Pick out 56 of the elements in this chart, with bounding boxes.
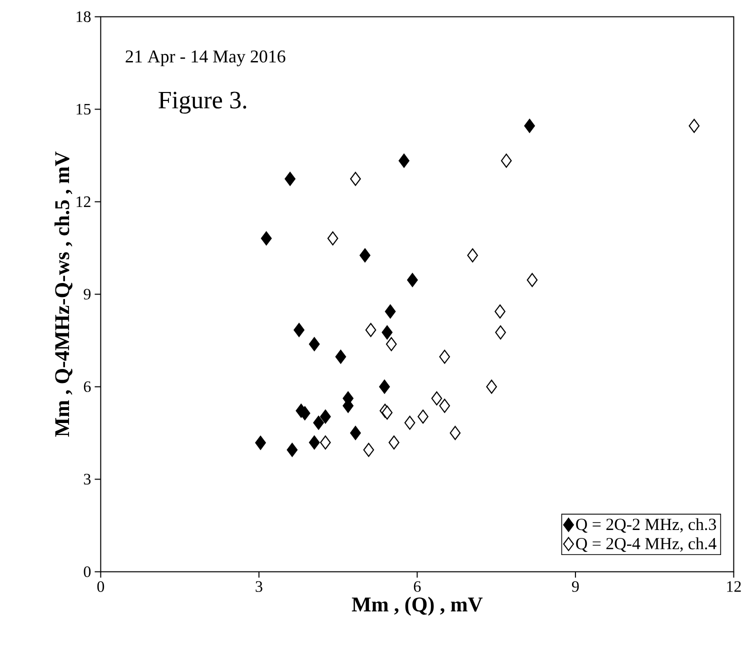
point [486, 380, 497, 394]
point [363, 442, 374, 457]
x-axis-title: Mm , (Q) , mV [352, 596, 483, 616]
y-tick-label: 6 [84, 381, 91, 392]
point [494, 304, 506, 318]
y-axis-title: Mm , Q-4MHz-Q-ws , ch.5 , mV [54, 151, 72, 437]
point [418, 410, 428, 424]
point [500, 154, 512, 168]
point [407, 272, 418, 288]
point [327, 231, 338, 246]
point [308, 435, 320, 450]
legend-label: Q = 2Q-4 MHz, ch.4 [576, 537, 716, 552]
point [365, 322, 376, 337]
point [294, 322, 304, 337]
point [526, 272, 538, 288]
point [284, 172, 296, 186]
point [313, 416, 324, 430]
point [450, 426, 461, 440]
x-tick-label: 9 [572, 581, 579, 592]
point [320, 410, 331, 424]
point [404, 416, 416, 430]
annotation: Figure 3. [158, 92, 246, 114]
point [388, 435, 400, 450]
y-tick-label: 3 [84, 474, 91, 485]
point [386, 337, 397, 352]
legend-label: Q = 2Q-2 MHz, ch.3 [576, 518, 716, 533]
y-tick-label: 0 [84, 566, 91, 578]
point [398, 154, 410, 168]
y-tick-label: 12 [76, 196, 90, 207]
point [255, 436, 266, 450]
point [379, 380, 390, 394]
point [382, 325, 393, 340]
point [308, 337, 320, 352]
point [350, 426, 361, 440]
point [360, 248, 370, 262]
x-tick-label: 0 [97, 581, 104, 592]
point [688, 118, 700, 133]
point [286, 442, 298, 457]
x-tick-label: 6 [414, 581, 421, 592]
point [335, 350, 346, 364]
point [524, 118, 535, 133]
point [260, 231, 272, 246]
point [384, 304, 396, 318]
point [350, 172, 361, 186]
point [439, 350, 450, 364]
point [320, 435, 331, 450]
point [439, 398, 450, 413]
x-tick-label: 12 [727, 581, 741, 592]
y-tick-label: 15 [76, 104, 91, 115]
point [495, 325, 506, 340]
annotation: 21 Apr - 14 May 2016 [126, 50, 286, 66]
x-tick-label: 3 [256, 581, 262, 592]
point [431, 391, 442, 406]
y-tick-label: 18 [76, 11, 91, 22]
y-tick-label: 9 [84, 288, 91, 300]
point [467, 248, 478, 262]
